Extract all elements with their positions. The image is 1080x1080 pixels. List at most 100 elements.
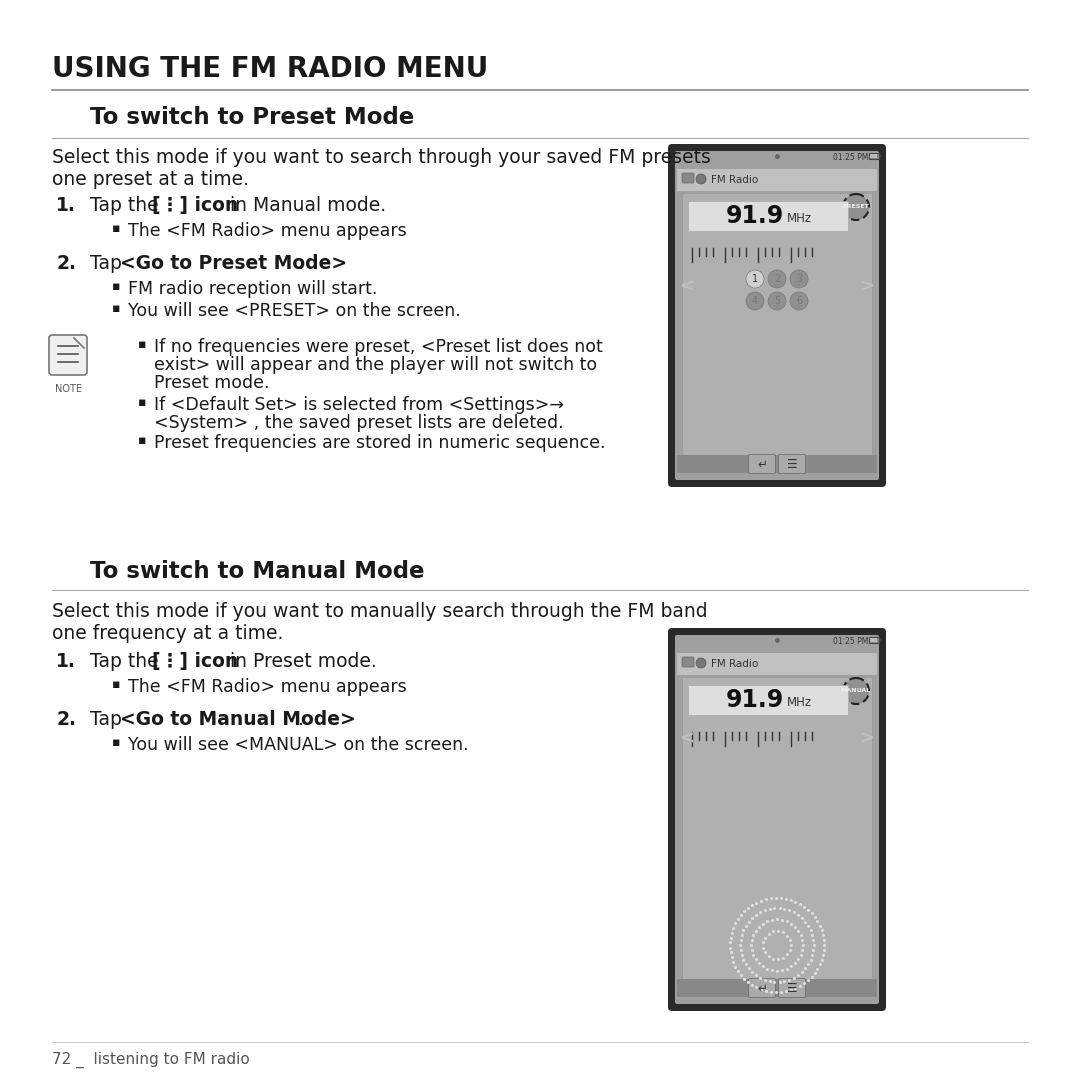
Bar [870, 154, 877, 158]
Text: ▪: ▪ [112, 678, 121, 691]
Text: 2.: 2. [56, 254, 76, 273]
Text: <: < [679, 730, 694, 748]
FancyBboxPatch shape [779, 455, 806, 473]
Text: ▪: ▪ [112, 280, 121, 293]
Bar [688, 685, 848, 715]
Bar [677, 978, 877, 997]
Bar [677, 168, 877, 191]
Text: .: . [298, 710, 303, 729]
FancyBboxPatch shape [779, 978, 806, 998]
Text: MHz: MHz [787, 212, 812, 225]
Circle shape [768, 292, 786, 310]
Text: >: > [860, 278, 875, 296]
Text: one frequency at a time.: one frequency at a time. [52, 624, 283, 643]
Text: 01:25 PM: 01:25 PM [833, 152, 868, 162]
FancyBboxPatch shape [675, 151, 879, 480]
Text: USING THE FM RADIO MENU: USING THE FM RADIO MENU [52, 55, 488, 83]
Text: [⋮] icon: [⋮] icon [152, 195, 239, 215]
FancyBboxPatch shape [669, 144, 886, 487]
Circle shape [789, 292, 808, 310]
Text: Tap: Tap [90, 710, 127, 729]
Text: 91.9: 91.9 [726, 688, 784, 712]
Text: 1: 1 [752, 274, 758, 284]
Text: ▪: ▪ [138, 434, 147, 447]
Text: ▪: ▪ [112, 735, 121, 750]
Circle shape [696, 658, 706, 669]
Text: Preset frequencies are stored in numeric sequence.: Preset frequencies are stored in numeric… [154, 434, 606, 453]
Text: 2.: 2. [56, 710, 76, 729]
Text: 5: 5 [774, 296, 780, 306]
Text: in Manual mode.: in Manual mode. [224, 195, 387, 215]
Text: <Go to Manual Mode>: <Go to Manual Mode> [120, 710, 355, 729]
FancyBboxPatch shape [49, 335, 87, 375]
Bar [879, 639, 881, 642]
Text: FM radio reception will start.: FM radio reception will start. [129, 280, 377, 298]
Text: To switch to Manual Mode: To switch to Manual Mode [90, 561, 424, 583]
Text: The <FM Radio> menu appears: The <FM Radio> menu appears [129, 678, 407, 696]
Text: FM Radio: FM Radio [711, 175, 758, 185]
Text: If <Default Set> is selected from <Settings>→: If <Default Set> is selected from <Setti… [154, 396, 564, 414]
FancyBboxPatch shape [675, 635, 879, 1004]
Text: 1.: 1. [56, 195, 76, 215]
Text: MANUAL: MANUAL [841, 689, 872, 693]
FancyBboxPatch shape [681, 657, 694, 667]
Text: To switch to Preset Mode: To switch to Preset Mode [90, 106, 415, 129]
Circle shape [768, 270, 786, 288]
Text: NOTE: NOTE [54, 384, 81, 394]
Bar [688, 201, 848, 231]
Text: exist> will appear and the player will not switch to: exist> will appear and the player will n… [154, 356, 597, 374]
Text: one preset at a time.: one preset at a time. [52, 170, 249, 189]
Bar [677, 653, 877, 675]
Text: ▪: ▪ [138, 396, 147, 409]
Text: 72 _  listening to FM radio: 72 _ listening to FM radio [52, 1052, 249, 1068]
Circle shape [746, 270, 764, 288]
Circle shape [696, 174, 706, 184]
Text: ▪: ▪ [138, 338, 147, 351]
Bar [869, 637, 879, 643]
Text: Tap the: Tap the [90, 195, 164, 215]
Text: ▪: ▪ [112, 222, 121, 235]
Text: MHz: MHz [787, 696, 812, 708]
Bar [879, 156, 881, 157]
Text: 4: 4 [752, 296, 758, 306]
Bar [869, 153, 879, 159]
Text: <: < [679, 278, 694, 296]
Text: ↵: ↵ [757, 458, 767, 471]
Text: <Go to Preset Mode>: <Go to Preset Mode> [120, 254, 347, 273]
Text: The <FM Radio> menu appears: The <FM Radio> menu appears [129, 222, 407, 240]
Text: >: > [860, 730, 875, 748]
Bar [677, 455, 877, 473]
Circle shape [746, 292, 764, 310]
Text: PRESET: PRESET [842, 204, 869, 210]
Text: Select this mode if you want to manually search through the FM band: Select this mode if you want to manually… [52, 602, 707, 621]
Text: You will see <MANUAL> on the screen.: You will see <MANUAL> on the screen. [129, 735, 469, 754]
FancyBboxPatch shape [748, 455, 775, 473]
Text: ☰: ☰ [786, 458, 797, 471]
Text: in Preset mode.: in Preset mode. [224, 652, 377, 671]
Text: You will see <PRESET> on the screen.: You will see <PRESET> on the screen. [129, 302, 461, 320]
Bar [870, 638, 877, 642]
Text: 3: 3 [796, 274, 802, 284]
Bar [681, 193, 872, 461]
Text: <System> , the saved preset lists are deleted.: <System> , the saved preset lists are de… [154, 414, 564, 432]
Bar [681, 677, 872, 985]
FancyBboxPatch shape [748, 978, 775, 998]
Text: If no frequencies were preset, <Preset list does not: If no frequencies were preset, <Preset l… [154, 338, 603, 356]
Text: Select this mode if you want to search through your saved FM presets: Select this mode if you want to search t… [52, 148, 711, 167]
Circle shape [789, 270, 808, 288]
Text: ▪: ▪ [112, 302, 121, 315]
Text: 01:25 PM: 01:25 PM [833, 636, 868, 646]
Text: 91.9: 91.9 [726, 204, 784, 228]
Text: 6: 6 [796, 296, 802, 306]
FancyBboxPatch shape [669, 627, 886, 1011]
Text: ↵: ↵ [757, 982, 767, 995]
Circle shape [843, 194, 869, 220]
Text: Preset mode.: Preset mode. [154, 374, 270, 392]
Text: ☰: ☰ [786, 982, 797, 995]
FancyBboxPatch shape [681, 173, 694, 183]
Text: .: . [298, 254, 303, 273]
Text: Tap the: Tap the [90, 652, 164, 671]
Text: [⋮] icon: [⋮] icon [152, 652, 239, 671]
Text: 2: 2 [774, 274, 780, 284]
Circle shape [843, 678, 869, 704]
